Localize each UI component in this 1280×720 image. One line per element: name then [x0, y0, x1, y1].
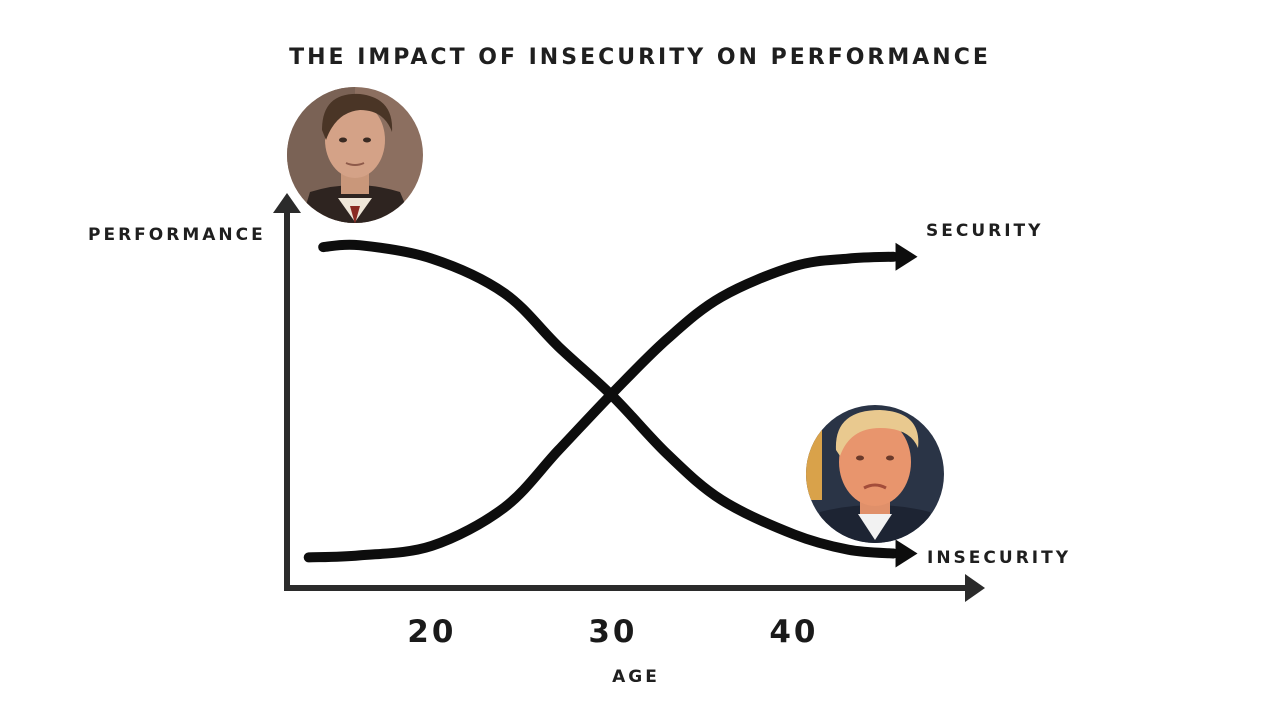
axes: [273, 193, 985, 602]
y-axis-arrowhead: [273, 193, 301, 213]
series-label-security: SECURITY: [926, 221, 1044, 241]
chart-title: THE IMPACT OF INSECURITY ON PERFORMANCE: [289, 45, 991, 70]
x-tick-label: 40: [769, 614, 819, 650]
portrait-young-man-icon: [287, 87, 423, 223]
series-line-security: [303, 251, 899, 563]
x-axis-arrowhead: [965, 574, 985, 602]
series-arrowhead-insecurity: [895, 539, 918, 568]
series-layer: [303, 239, 918, 568]
portrait-older-man-icon: [806, 405, 944, 543]
series-arrowhead-security: [895, 242, 918, 271]
x-axis-label: AGE: [612, 667, 660, 687]
x-tick-label: 30: [588, 614, 638, 650]
series-line-insecurity: [318, 239, 899, 559]
y-axis-label: PERFORMANCE: [88, 225, 266, 245]
series-label-insecurity: INSECURITY: [927, 548, 1072, 568]
x-tick-label: 20: [407, 614, 457, 650]
